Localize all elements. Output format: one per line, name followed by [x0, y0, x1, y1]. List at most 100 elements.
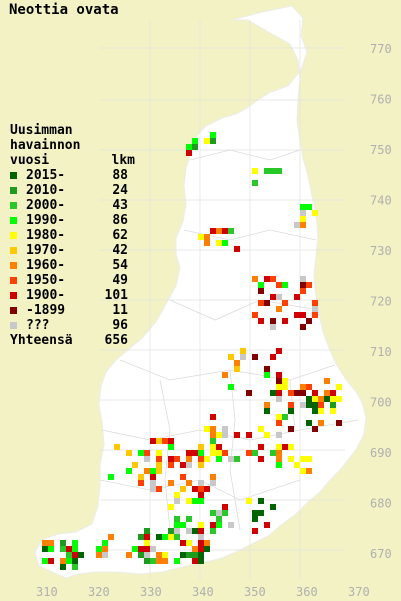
- observation-square: [72, 564, 78, 570]
- observation-square: [312, 402, 318, 408]
- observation-square: [204, 540, 210, 546]
- observation-square: [276, 168, 282, 174]
- observation-square: [246, 390, 252, 396]
- observation-square: [276, 444, 282, 450]
- observation-square: [168, 504, 174, 510]
- observation-square: [186, 480, 192, 486]
- observation-square: [108, 474, 114, 480]
- observation-square: [174, 528, 180, 534]
- y-axis-label: 770: [370, 42, 392, 56]
- observation-square: [186, 498, 192, 504]
- observation-square: [150, 480, 156, 486]
- observation-square: [306, 384, 312, 390]
- observation-square: [264, 276, 270, 282]
- observation-square: [270, 354, 276, 360]
- observation-square: [300, 282, 306, 288]
- observation-square: [252, 168, 258, 174]
- observation-square: [300, 222, 306, 228]
- observation-square: [138, 552, 144, 558]
- observation-square: [156, 486, 162, 492]
- observation-square: [276, 294, 282, 300]
- observation-square: [270, 276, 276, 282]
- observation-square: [156, 468, 162, 474]
- observation-square: [60, 540, 66, 546]
- observation-square: [126, 450, 132, 456]
- observation-square: [72, 540, 78, 546]
- observation-square: [192, 138, 198, 144]
- legend-count: 101: [104, 288, 128, 303]
- observation-square: [300, 468, 306, 474]
- observation-square: [264, 168, 270, 174]
- observation-square: [264, 372, 270, 378]
- legend-header-line-2: havainnon: [10, 138, 81, 153]
- legend-swatch: [10, 307, 17, 314]
- observation-square: [258, 282, 264, 288]
- observation-square: [222, 240, 228, 246]
- observation-square: [282, 318, 288, 324]
- observation-square: [198, 528, 204, 534]
- observation-square: [312, 408, 318, 414]
- observation-square: [204, 426, 210, 432]
- legend-count: 11: [112, 303, 128, 318]
- observation-square: [276, 432, 282, 438]
- y-axis-label: 750: [370, 143, 392, 157]
- observation-square: [276, 456, 282, 462]
- observation-square: [288, 426, 294, 432]
- observation-square: [198, 462, 204, 468]
- legend-row: 2010- 24: [10, 183, 135, 198]
- observation-square: [132, 546, 138, 552]
- observation-square: [186, 462, 192, 468]
- observation-square: [234, 432, 240, 438]
- observation-square: [210, 432, 216, 438]
- legend-swatch: [10, 277, 17, 284]
- observation-square: [150, 438, 156, 444]
- observation-square: [336, 420, 342, 426]
- observation-square: [240, 354, 246, 360]
- legend-row: 2015- 88: [10, 168, 135, 183]
- observation-square: [222, 426, 228, 432]
- observation-square: [150, 468, 156, 474]
- legend-count: 88: [112, 168, 128, 183]
- observation-square: [276, 306, 282, 312]
- observation-square: [60, 564, 66, 570]
- y-axis-label: 690: [370, 446, 392, 460]
- observation-square: [264, 432, 270, 438]
- observation-square: [300, 204, 306, 210]
- observation-square: [264, 408, 270, 414]
- legend-count: 96: [112, 318, 128, 333]
- observation-square: [174, 498, 180, 504]
- observation-square: [312, 426, 318, 432]
- observation-square: [162, 552, 168, 558]
- observation-square: [210, 138, 216, 144]
- legend-label: ???: [26, 318, 50, 333]
- observation-square: [198, 498, 204, 504]
- observation-square: [180, 462, 186, 468]
- observation-square: [312, 396, 318, 402]
- observation-square: [150, 474, 156, 480]
- x-axis-label: 310: [36, 585, 58, 599]
- observation-square: [180, 552, 186, 558]
- observation-square: [162, 534, 168, 540]
- observation-square: [168, 462, 174, 468]
- legend-swatch: [10, 187, 17, 194]
- legend-label: 2015-: [26, 168, 66, 183]
- observation-square: [324, 390, 330, 396]
- observation-square: [270, 294, 276, 300]
- observation-square: [330, 396, 336, 402]
- legend-label: 1990-: [26, 213, 66, 228]
- observation-square: [156, 534, 162, 540]
- observation-square: [252, 354, 258, 360]
- observation-square: [330, 402, 336, 408]
- observation-square: [192, 498, 198, 504]
- observation-square: [156, 438, 162, 444]
- legend-swatch: [10, 172, 17, 179]
- observation-square: [306, 318, 312, 324]
- legend-row: 1970- 42: [10, 243, 135, 258]
- observation-square: [102, 552, 108, 558]
- observation-square: [180, 474, 186, 480]
- observation-square: [174, 456, 180, 462]
- observation-square: [282, 384, 288, 390]
- observation-square: [180, 486, 186, 492]
- observation-square: [222, 510, 228, 516]
- observation-square: [300, 288, 306, 294]
